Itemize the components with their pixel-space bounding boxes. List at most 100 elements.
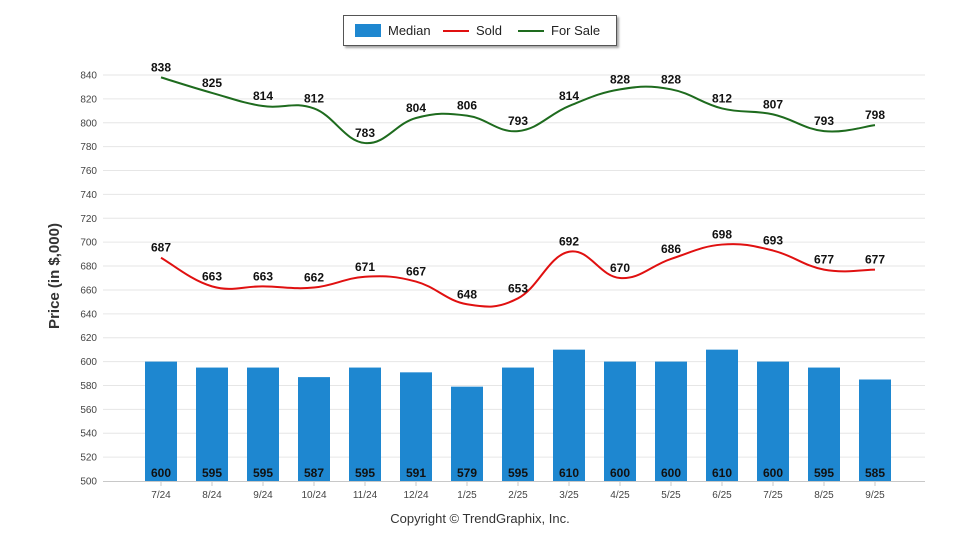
median-bar — [298, 377, 330, 481]
x-tick-label: 7/24 — [151, 490, 171, 501]
y-tick-label: 780 — [80, 142, 97, 153]
legend: Median Sold For Sale — [343, 15, 617, 46]
legend-forsale-label: For Sale — [551, 23, 601, 38]
median-bar-label: 587 — [304, 466, 324, 480]
sold-point-label: 663 — [253, 269, 273, 283]
sold-line — [160, 243, 876, 308]
x-tick-label: 10/24 — [301, 490, 326, 501]
legend-item-median[interactable]: Median — [355, 16, 431, 45]
legend-sold-label: Sold — [476, 23, 503, 38]
forsale-point-label: 828 — [661, 72, 681, 86]
legend-median-label: Median — [388, 23, 431, 38]
forsale-point-label: 828 — [610, 72, 630, 86]
y-tick-label: 720 — [80, 214, 97, 225]
sold-point-label: 687 — [151, 241, 171, 255]
median-bars — [145, 349, 891, 481]
x-tick-label: 11/24 — [353, 490, 378, 501]
median-bar-label: 579 — [457, 466, 477, 480]
median-bar-label: 610 — [559, 466, 579, 480]
y-tick-label: 580 — [80, 381, 97, 392]
median-bar — [145, 361, 177, 481]
price-lines — [160, 76, 876, 308]
y-tick-label: 500 — [80, 477, 97, 488]
forsale-point-label: 814 — [253, 89, 273, 103]
x-axis-ticks: 7/24 8/24 9/24 10/24 11/24 12/24 1/25 2/25 3/25 4… — [151, 481, 885, 501]
y-tick-label: 800 — [80, 118, 97, 129]
y-tick-label: 560 — [80, 405, 97, 416]
x-tick-label: 12/24 — [403, 490, 428, 501]
median-bar-label: 595 — [202, 466, 222, 480]
y-tick-label: 620 — [80, 333, 97, 344]
y-tick-label: 760 — [80, 166, 97, 177]
y-tick-label: 540 — [80, 429, 97, 440]
sold-point-label: 692 — [559, 235, 579, 249]
sold-point-label: 677 — [814, 253, 834, 267]
median-bar-label: 595 — [508, 466, 528, 480]
forsale-point-label: 783 — [355, 126, 375, 140]
median-bar-label: 595 — [355, 466, 375, 480]
forsale-point-label: 814 — [559, 89, 579, 103]
sold-point-label: 648 — [457, 287, 477, 301]
sold-point-label: 686 — [661, 242, 681, 256]
median-bar — [349, 367, 381, 481]
y-axis-ticks: 500 520 540 560 580 600 620 640 660 680 700 720 740 7… — [80, 71, 97, 488]
forsale-point-label: 825 — [202, 76, 222, 90]
forsale-point-label: 793 — [814, 114, 834, 128]
copyright-text: Copyright © TrendGraphix, Inc. — [390, 511, 570, 526]
median-bar-label: 600 — [151, 466, 171, 480]
median-bar — [757, 361, 789, 481]
median-bar — [859, 379, 891, 481]
forsale-point-label: 793 — [508, 114, 528, 128]
sold-swatch — [443, 29, 469, 32]
sold-point-label: 693 — [763, 234, 783, 248]
sold-point-label: 670 — [610, 261, 630, 275]
forsale-point-label: 812 — [304, 91, 324, 105]
forsale-line — [160, 76, 876, 145]
forsale-swatch — [518, 29, 544, 32]
median-bar-label: 600 — [661, 466, 681, 480]
x-tick-label: 4/25 — [610, 490, 630, 501]
forsale-point-label: 807 — [763, 97, 783, 111]
forsale-point-label: 806 — [457, 99, 477, 113]
data-labels: 600 595 595 587 595 591 579 595 610 600 600 610 600 5… — [151, 60, 885, 480]
legend-item-forsale[interactable]: For Sale — [518, 16, 600, 45]
median-bar-label: 610 — [712, 466, 732, 480]
y-tick-label: 520 — [80, 453, 97, 464]
median-bar — [400, 372, 432, 481]
median-bar — [604, 361, 636, 481]
median-swatch — [355, 24, 381, 37]
x-tick-label: 6/25 — [712, 490, 732, 501]
median-bar-label: 600 — [763, 466, 783, 480]
sold-point-label: 671 — [355, 260, 375, 274]
y-tick-label: 840 — [80, 71, 97, 82]
sold-point-label: 663 — [202, 269, 222, 283]
forsale-point-label: 798 — [865, 108, 885, 122]
forsale-point-label: 812 — [712, 91, 732, 105]
median-bar — [247, 367, 279, 481]
y-tick-label: 640 — [80, 309, 97, 320]
x-tick-label: 1/25 — [457, 490, 477, 501]
x-tick-label: 9/24 — [253, 490, 273, 501]
forsale-point-label: 804 — [406, 101, 426, 115]
sold-point-label: 653 — [508, 281, 528, 295]
forsale-point-label: 838 — [151, 60, 171, 74]
gridlines — [103, 74, 925, 458]
sold-point-label: 667 — [406, 265, 426, 279]
median-bar — [196, 367, 228, 481]
x-tick-label: 9/25 — [865, 490, 885, 501]
x-tick-label: 8/24 — [202, 490, 222, 501]
y-tick-label: 700 — [80, 238, 97, 249]
legend-item-sold[interactable]: Sold — [443, 16, 502, 45]
x-tick-label: 5/25 — [661, 490, 681, 501]
median-bar-label: 595 — [814, 466, 834, 480]
median-bar — [655, 361, 687, 481]
y-tick-label: 740 — [80, 190, 97, 201]
median-bar — [451, 386, 483, 481]
median-bar — [502, 367, 534, 481]
median-bar — [808, 367, 840, 481]
median-bar — [553, 349, 585, 481]
sold-point-label: 662 — [304, 271, 324, 285]
y-tick-label: 600 — [80, 357, 97, 368]
x-tick-label: 3/25 — [559, 490, 579, 501]
